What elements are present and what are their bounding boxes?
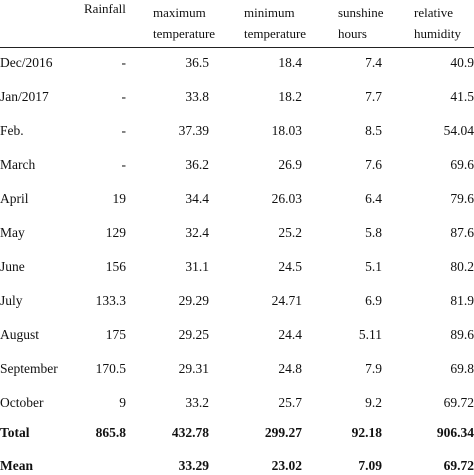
- header-humidity-line1: relative: [414, 5, 453, 20]
- table-row-0-rainfall: -: [121, 55, 127, 70]
- table-row-4-min-temp: 26.03: [271, 191, 302, 206]
- table-row-8-min-temp: 24.4: [278, 327, 302, 342]
- header-min-temp-line1: minimum: [244, 5, 295, 20]
- table-row-7-humidity: 81.9: [450, 293, 474, 308]
- total-row-rainfall: 865.8: [95, 425, 126, 440]
- table-row-0-min-temp: 18.4: [278, 55, 302, 70]
- mean-row-label: Mean: [0, 458, 33, 473]
- table-row-1-label: Jan/2017: [0, 89, 49, 104]
- table-row-7-rainfall: 133.3: [95, 293, 126, 308]
- table-row-10-sunshine: 9.2: [365, 395, 382, 410]
- table-row-4-max-temp: 34.4: [185, 191, 209, 206]
- header-max-temp: maximum temperature: [153, 2, 215, 44]
- table-row-9-humidity: 69.8: [450, 361, 474, 376]
- table-row-9-min-temp: 24.8: [278, 361, 302, 376]
- header-min-temp: minimum temperature: [244, 2, 306, 44]
- table-row-9-sunshine: 7.9: [365, 361, 382, 376]
- table-row-1-humidity: 41.5: [450, 89, 474, 104]
- table-row-6-humidity: 80.2: [450, 259, 474, 274]
- table-row-6-min-temp: 24.5: [278, 259, 302, 274]
- table-row-7-max-temp: 29.29: [178, 293, 209, 308]
- header-sunshine: sunshine hours: [338, 2, 384, 44]
- header-rainfall: Rainfall: [84, 0, 126, 19]
- table-row-6-label: June: [0, 259, 25, 274]
- mean-row-sunshine: 7.09: [358, 458, 382, 473]
- table-row-3-label: March: [0, 157, 36, 172]
- total-row-min-temp: 299.27: [264, 425, 302, 440]
- table-row-10-min-temp: 25.7: [278, 395, 302, 410]
- table-row-5-rainfall: 129: [105, 225, 126, 240]
- table-row-0-label: Dec/2016: [0, 55, 53, 70]
- table-row-4-humidity: 79.6: [450, 191, 474, 206]
- table-row-8-label: August: [0, 327, 40, 342]
- header-max-temp-line2: temperature: [153, 26, 216, 41]
- header-sunshine-line2: hours: [338, 26, 367, 41]
- header-rule: [0, 47, 474, 48]
- table-row-2-sunshine: 8.5: [365, 123, 382, 138]
- table-row-5-max-temp: 32.4: [185, 225, 209, 240]
- table-row-10-humidity: 69.72: [443, 395, 474, 410]
- table-row-3-humidity: 69.6: [450, 157, 474, 172]
- header-rainfall-line1: Rainfall: [84, 1, 126, 16]
- table-row-7-label: July: [0, 293, 23, 308]
- table-row-3-min-temp: 26.9: [278, 157, 302, 172]
- table-row-0-max-temp: 36.5: [185, 55, 209, 70]
- table-row-6-rainfall: 156: [105, 259, 126, 274]
- table-row-10-max-temp: 33.2: [185, 395, 209, 410]
- total-row-label: Total: [0, 425, 30, 440]
- header-sunshine-line1: sunshine: [338, 5, 384, 20]
- total-row-max-temp: 432.78: [171, 425, 209, 440]
- total-row-sunshine: 92.18: [351, 425, 382, 440]
- total-row-humidity: 906.34: [436, 425, 474, 440]
- table-row-10-label: October: [0, 395, 44, 410]
- table-row-3-max-temp: 36.2: [185, 157, 209, 172]
- table-row-7-min-temp: 24.71: [271, 293, 302, 308]
- table-row-2-max-temp: 37.39: [178, 123, 209, 138]
- table-row-2-humidity: 54.04: [443, 123, 474, 138]
- table-row-4-rainfall: 19: [112, 191, 127, 206]
- header-min-temp-line2: temperature: [244, 26, 307, 41]
- table-row-2-label: Feb.: [0, 123, 24, 138]
- table-row-4-label: April: [0, 191, 29, 206]
- table-row-1-min-temp: 18.2: [278, 89, 302, 104]
- header-humidity: relative humidity: [414, 2, 461, 44]
- table-row-8-max-temp: 29.25: [178, 327, 209, 342]
- table-row-1-rainfall: -: [121, 89, 127, 104]
- table-row-5-sunshine: 5.8: [365, 225, 382, 240]
- header-humidity-line2: humidity: [414, 26, 461, 41]
- table-row-4-sunshine: 6.4: [365, 191, 382, 206]
- table-row-5-min-temp: 25.2: [278, 225, 302, 240]
- table-row-1-sunshine: 7.7: [365, 89, 382, 104]
- table-row-5-humidity: 87.6: [450, 225, 474, 240]
- table-row-5-label: May: [0, 225, 25, 240]
- table-row-1-max-temp: 33.8: [185, 89, 209, 104]
- mean-row-humidity: 69.72: [443, 458, 474, 473]
- mean-row-min-temp: 23.02: [271, 458, 302, 473]
- table-row-0-sunshine: 7.4: [365, 55, 382, 70]
- table-row-9-label: September: [0, 361, 58, 376]
- table-row-8-sunshine: 5.11: [358, 327, 382, 342]
- table-row-9-rainfall: 170.5: [95, 361, 126, 376]
- table-row-3-sunshine: 7.6: [365, 157, 382, 172]
- table-row-0-humidity: 40.9: [450, 55, 474, 70]
- table-row-2-min-temp: 18.03: [271, 123, 302, 138]
- table-row-8-rainfall: 175: [105, 327, 126, 342]
- mean-row-max-temp: 33.29: [178, 458, 209, 473]
- table-row-3-rainfall: -: [121, 157, 127, 172]
- table-row-9-max-temp: 29.31: [178, 361, 209, 376]
- table-row-6-max-temp: 31.1: [185, 259, 209, 274]
- table-row-6-sunshine: 5.1: [365, 259, 382, 274]
- table-row-2-rainfall: -: [121, 123, 127, 138]
- table-row-10-rainfall: 9: [119, 395, 126, 410]
- table-row-8-humidity: 89.6: [450, 327, 474, 342]
- header-max-temp-line1: maximum: [153, 5, 206, 20]
- table-row-7-sunshine: 6.9: [365, 293, 382, 308]
